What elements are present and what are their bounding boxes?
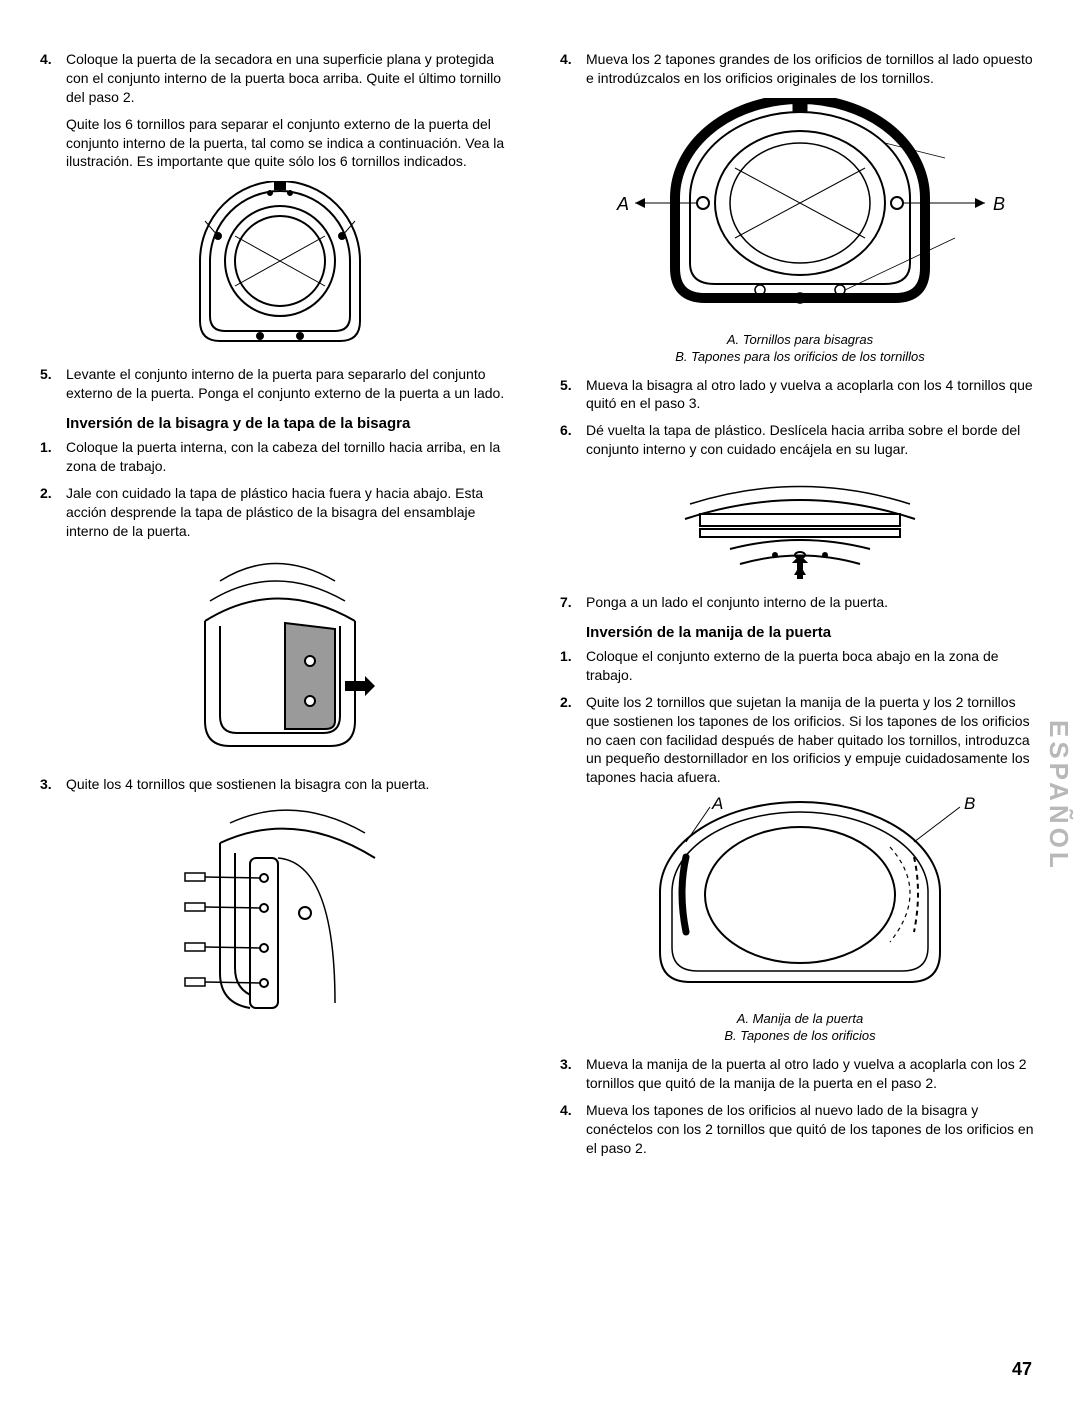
figure-door-six-screws: [40, 181, 520, 351]
step-number: 1.: [560, 647, 586, 685]
step-text: Coloque el conjunto externo de la puerta…: [586, 647, 1040, 685]
step-number: 7.: [560, 593, 586, 612]
page-number: 47: [1012, 1359, 1032, 1380]
list-item: 3. Quite los 4 tornillos que sostienen l…: [40, 775, 520, 794]
figure-label-a: A: [616, 194, 629, 214]
figure-plugs-ab: A B: [560, 98, 1040, 318]
step-number: 3.: [560, 1055, 586, 1093]
list-item: 2. Jale con cuidado la tapa de plástico …: [40, 484, 520, 541]
step-text: Quite los 4 tornillos que sostienen la b…: [66, 775, 520, 794]
step-text: Jale con cuidado la tapa de plástico hac…: [66, 484, 520, 541]
caption-line: A. Tornillos para bisagras: [560, 332, 1040, 349]
step-number: 3.: [40, 775, 66, 794]
list-item: 7. Ponga a un lado el conjunto interno d…: [560, 593, 1040, 612]
list-item: 2. Quite los 2 tornillos que sujetan la …: [560, 693, 1040, 787]
step-text: Dé vuelta la tapa de plástico. Deslícela…: [586, 421, 1040, 459]
step-text: Mueva la bisagra al otro lado y vuelva a…: [586, 376, 1040, 414]
caption-line: B. Tapones para los orificios de los tor…: [560, 349, 1040, 366]
figure-handle-plugs: A B: [560, 797, 1040, 997]
section-heading: Inversión de la manija de la puerta: [586, 624, 1040, 641]
figure-caption: A. Tornillos para bisagras B. Tapones pa…: [560, 332, 1040, 366]
step-text: Mueva la manija de la puerta al otro lad…: [586, 1055, 1040, 1093]
step-text: Coloque la puerta de la secadora en una …: [66, 50, 520, 107]
list-item: 4. Coloque la puerta de la secadora en u…: [40, 50, 520, 107]
figure-slide-cover: [560, 469, 1040, 579]
list-item: 5. Mueva la bisagra al otro lado y vuelv…: [560, 376, 1040, 414]
language-side-label: ESPAÑOL: [1043, 720, 1074, 872]
step-text: Mueva los 2 tapones grandes de los orifi…: [586, 50, 1040, 88]
caption-line: B. Tapones de los orificios: [560, 1028, 1040, 1045]
left-column: 4. Coloque la puerta de la secadora en u…: [40, 50, 520, 1165]
caption-line: A. Manija de la puerta: [560, 1011, 1040, 1028]
step-number: 2.: [560, 693, 586, 787]
list-item: 1. Coloque la puerta interna, con la cab…: [40, 438, 520, 476]
list-item: 4. Mueva los 2 tapones grandes de los or…: [560, 50, 1040, 88]
step-number: 2.: [40, 484, 66, 541]
step-number: 5.: [560, 376, 586, 414]
step-text: Ponga a un lado el conjunto interno de l…: [586, 593, 1040, 612]
figure-caption: A. Manija de la puerta B. Tapones de los…: [560, 1011, 1040, 1045]
step-number: 4.: [40, 50, 66, 107]
figure-label-b: B: [964, 797, 975, 813]
two-column-layout: 4. Coloque la puerta de la secadora en u…: [40, 50, 1040, 1165]
list-item: 3. Mueva la manija de la puerta al otro …: [560, 1055, 1040, 1093]
section-heading: Inversión de la bisagra y de la tapa de …: [66, 415, 520, 432]
step-number: 4.: [560, 1101, 586, 1158]
figure-label-b: B: [993, 194, 1005, 214]
step-text: Coloque la puerta interna, con la cabeza…: [66, 438, 520, 476]
step-number: 6.: [560, 421, 586, 459]
step-text: Quite los 6 tornillos para separar el co…: [66, 115, 520, 172]
list-item: 1. Coloque el conjunto externo de la pue…: [560, 647, 1040, 685]
step-text: Levante el conjunto interno de la puerta…: [66, 365, 520, 403]
figure-label-a: A: [711, 797, 723, 813]
step-text: Quite los 2 tornillos que sujetan la man…: [586, 693, 1040, 787]
figure-hinge-cover: [40, 551, 520, 761]
step-number: 5.: [40, 365, 66, 403]
step-text: Mueva los tapones de los orificios al nu…: [586, 1101, 1040, 1158]
list-item: 6. Dé vuelta la tapa de plástico. Deslíc…: [560, 421, 1040, 459]
list-item: 4. Mueva los tapones de los orificios al…: [560, 1101, 1040, 1158]
step-number: 1.: [40, 438, 66, 476]
right-column: 4. Mueva los 2 tapones grandes de los or…: [560, 50, 1040, 1165]
step-number: 4.: [560, 50, 586, 88]
figure-hinge-screws: [40, 803, 520, 1033]
list-item: 5. Levante el conjunto interno de la pue…: [40, 365, 520, 403]
